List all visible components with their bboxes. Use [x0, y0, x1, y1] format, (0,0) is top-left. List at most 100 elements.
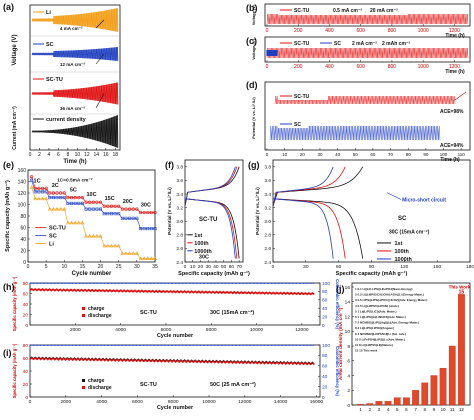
tick-label: 40 [20, 237, 26, 243]
rate-label: 30C [199, 255, 209, 261]
rate-label: 30C [141, 203, 151, 209]
tick-label: 60 [23, 291, 29, 297]
data-point [138, 227, 142, 231]
tick-label: 600 [357, 28, 366, 34]
data-point [109, 204, 114, 208]
legend-bg [278, 120, 308, 128]
legend-entry: 7 2 NCM811||LiPS(Ag)||Li(Adv. Energy Mat… [355, 321, 419, 325]
trace-line [266, 47, 469, 59]
legend-label: SC [294, 122, 301, 128]
tick-label: 14000 [274, 399, 288, 405]
bar [430, 375, 438, 406]
tick-label: 2000 [70, 327, 81, 333]
tick-label: 70 [388, 152, 394, 157]
tick-label: 1000 [418, 28, 429, 34]
tick-label: 8 [347, 344, 350, 350]
tick-label: 0 [266, 28, 269, 34]
data-point [102, 243, 107, 248]
data-point [109, 243, 114, 248]
axis-label: Time (h) [63, 159, 86, 165]
charge-curve [272, 166, 334, 207]
legend-label: SC-TU [294, 94, 310, 100]
annotation-arrow [95, 53, 105, 65]
data-point [40, 186, 45, 190]
data-point [116, 243, 121, 248]
annotation: 36 mA cm⁻² [60, 106, 85, 111]
panel-label: (j) [336, 284, 345, 294]
tick-label: 8 [423, 407, 426, 412]
tick-label: 50 [221, 264, 227, 270]
axis-label: Time (h) [445, 33, 465, 39]
tick-label: 30 [317, 152, 323, 157]
data-point [113, 212, 117, 216]
tick-label: 14 [94, 152, 100, 158]
legend-swatch [82, 307, 85, 310]
data-point [44, 186, 48, 190]
tick-label: 1 [359, 407, 362, 412]
data-point [135, 216, 139, 220]
series-line [31, 187, 155, 259]
tick-label: 80 [23, 281, 29, 287]
tick-label: 20 [20, 248, 26, 254]
tick-label: 3.4 [264, 192, 271, 198]
tick-label: 2.8 [264, 233, 271, 239]
tick-label: 80 [322, 289, 328, 295]
axis-label: Potential (V vs. Li⁺/Li) [251, 97, 256, 139]
data-point [70, 201, 74, 205]
legend-entry: 9 4 NCM622||Li6PS5Cl||Li (Sci. Adv.) [355, 332, 406, 336]
panel-label: (i) [3, 348, 12, 358]
tick-label: 2.6 [176, 246, 183, 252]
axis-label: Cycle number [157, 333, 194, 339]
data-point [66, 220, 70, 225]
tick-label: 12 [84, 152, 90, 158]
tick-label: 6 [347, 359, 350, 365]
panel-label: (f) [165, 160, 174, 170]
data-point [30, 175, 34, 179]
data-point [47, 206, 52, 211]
data-point [55, 191, 59, 195]
tick-label: 1200 [449, 28, 460, 34]
tick-label: 400 [325, 64, 334, 70]
tick-label: 80 [23, 343, 29, 349]
data-point [95, 200, 99, 204]
rate-label: 10C [86, 192, 96, 198]
series-sc-tu [30, 175, 157, 215]
bar [458, 294, 465, 406]
annotation: 4 mA cm⁻² [60, 26, 83, 31]
tick-label: 16 [345, 285, 351, 291]
tick-label: 3.8 [176, 165, 183, 171]
tick-label: 8 [67, 152, 70, 158]
tick-label: 10000 [250, 327, 264, 333]
tick-label: 0 [25, 323, 28, 329]
legend-label: SC [46, 42, 54, 48]
tick-label: 20 [322, 384, 328, 390]
trace-line [31, 47, 119, 62]
panel-label: (d) [246, 80, 258, 90]
legend-label: Li [49, 242, 54, 248]
tick-label: 3.6 [176, 178, 183, 184]
data-point [77, 201, 81, 205]
tick-label: 4000 [115, 327, 126, 333]
legend-label: SC-TU [294, 41, 310, 47]
legend-label: charge [88, 378, 105, 384]
legend-swatch [82, 379, 85, 382]
annotation-arrow [95, 19, 105, 29]
trace-line [269, 125, 441, 141]
data-point [142, 227, 146, 231]
tick-label: 3 [378, 407, 381, 412]
rate-label: 30C (15mA cm⁻²) [210, 309, 254, 316]
rate-label: 20C [123, 199, 133, 205]
data-point [62, 191, 66, 195]
tick-label: 40 [23, 302, 29, 308]
bar [366, 403, 374, 406]
axis-label: Specific capacity (mAh g⁻¹) [12, 343, 17, 398]
data-point [48, 196, 52, 200]
axis-label: Potential (V vs. Li⁺/Li) [167, 187, 172, 235]
trace-sc-tu: SC-TU 36 mA cm⁻² [31, 77, 119, 111]
trace-li: Li 4 mA cm⁻² [31, 8, 119, 33]
tick-label: 60 [370, 152, 376, 157]
tick-label: 2 [38, 152, 41, 158]
tick-label: 140 [18, 179, 27, 185]
series-li [29, 185, 157, 260]
data-point [102, 204, 106, 208]
